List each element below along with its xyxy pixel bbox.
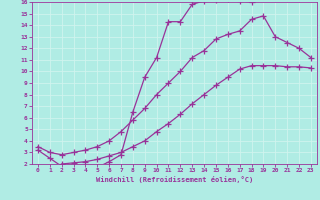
X-axis label: Windchill (Refroidissement éolien,°C): Windchill (Refroidissement éolien,°C) [96, 176, 253, 183]
